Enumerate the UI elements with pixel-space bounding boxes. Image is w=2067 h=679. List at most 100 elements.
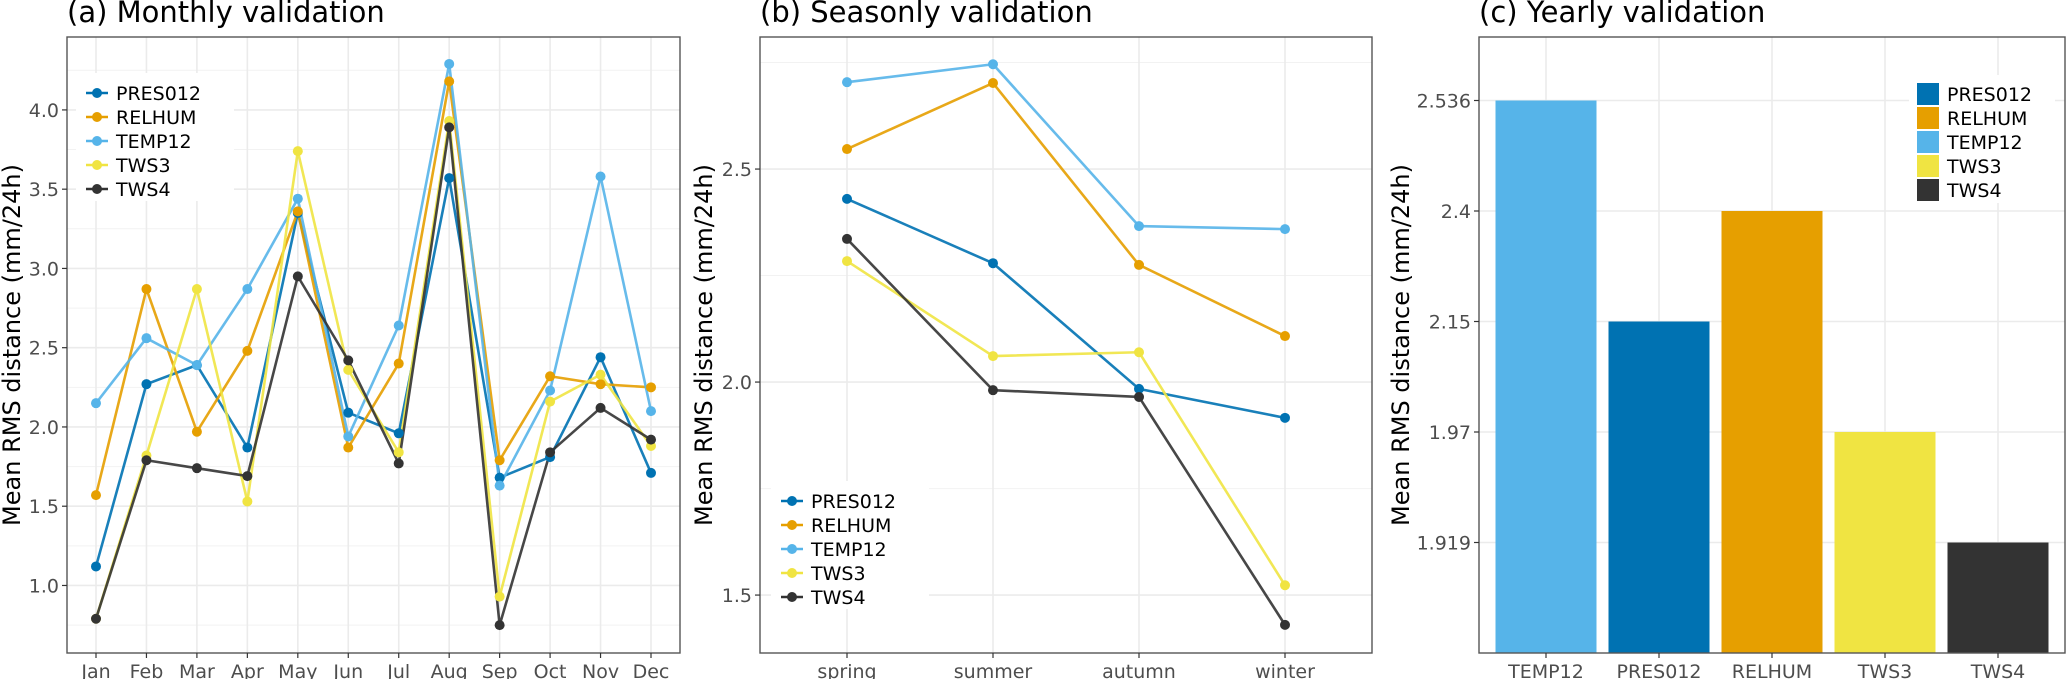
- grid: [67, 37, 680, 653]
- data-point-relhum: [595, 379, 606, 390]
- legend-background: [771, 481, 929, 609]
- legend-item-tws3: TWS3: [781, 563, 866, 585]
- data-point-temp12: [393, 320, 404, 331]
- panel-title-monthly: (a) Monthly validation: [67, 0, 385, 29]
- y-tick-label: 1.97: [1429, 422, 1471, 444]
- series-line-tws3: [846, 259, 1287, 586]
- legend-label: TWS3: [115, 155, 171, 177]
- data-point-tws4: [393, 458, 404, 469]
- data-point-tws4: [444, 122, 455, 133]
- data-point-tws3: [292, 146, 303, 157]
- legend-label: TEMP12: [810, 539, 887, 561]
- data-point-relhum: [646, 382, 656, 393]
- y-tick-label: 1.0: [29, 575, 59, 597]
- data-point-tws4: [842, 233, 852, 244]
- data-point-relhum: [988, 78, 998, 89]
- legend-color-swatch: [1917, 155, 1939, 177]
- data-point-temp12: [191, 360, 202, 371]
- data-point-relhum: [1134, 259, 1144, 270]
- y-tick-label: 4.0: [29, 100, 59, 122]
- legend-label: TWS3: [1946, 156, 2002, 178]
- legend-label: RELHUM: [116, 107, 196, 129]
- x-tick-label: autumn: [1102, 661, 1176, 679]
- data-point-tws4: [1134, 391, 1144, 402]
- legend-item-tws3: TWS3: [86, 155, 171, 177]
- data-point-relhum: [191, 426, 202, 437]
- data-point-tws3: [191, 284, 202, 295]
- data-point-temp12: [545, 385, 556, 396]
- y-tick-label: 2.5: [722, 159, 752, 181]
- y-tick-label: 1.5: [722, 585, 752, 607]
- data-point-tws3: [393, 447, 404, 458]
- legend-point-swatch: [787, 544, 797, 554]
- legend-label: TWS4: [1946, 180, 2002, 202]
- legend-item-tws4: TWS4: [86, 179, 171, 201]
- data-point-pres012: [595, 352, 606, 363]
- y-axis-ticks: 1.0 1.5 2.0 2.5 3.0 3.5 4.0: [29, 100, 67, 597]
- data-point-tws3: [595, 369, 606, 380]
- data-point-tws4: [595, 402, 606, 413]
- data-point-temp12: [292, 193, 303, 204]
- legend-item-relhum: RELHUM: [86, 107, 196, 129]
- legend-label: TWS4: [810, 587, 866, 609]
- y-axis-ticks: 1.5 2.0 2.5: [722, 159, 760, 607]
- legend-label: TEMP12: [1946, 132, 2023, 154]
- data-point-relhum: [343, 442, 354, 453]
- data-point-relhum: [494, 455, 505, 466]
- x-tick-label: summer: [954, 661, 1033, 679]
- data-point-tws4: [91, 613, 101, 624]
- data-point-pres012: [242, 442, 253, 453]
- legend-item-pres012: PRES012: [781, 491, 896, 513]
- data-point-tws3: [988, 351, 998, 362]
- data-point-pres012: [988, 258, 998, 269]
- legend-point-swatch: [92, 184, 102, 194]
- series-line-relhum: [846, 81, 1286, 338]
- legend-point-swatch: [92, 136, 102, 146]
- series-line-tws4: [94, 126, 652, 627]
- legend-item-temp12: TEMP12: [1917, 131, 2023, 154]
- legend-item-temp12: TEMP12: [86, 131, 192, 153]
- x-tick-label: TEMP12: [1507, 661, 1584, 679]
- data-point-temp12: [141, 333, 152, 344]
- x-tick-label: Jul: [386, 661, 410, 679]
- series-points: [842, 59, 1290, 630]
- bar-tws3: [1834, 432, 1936, 653]
- data-point-pres012: [1280, 412, 1290, 423]
- legend-item-tws4: TWS4: [781, 587, 866, 609]
- legend-item-relhum: RELHUM: [781, 515, 891, 537]
- x-tick-label: Nov: [582, 661, 619, 679]
- data-point-relhum: [1280, 331, 1290, 342]
- data-point-temp12: [646, 406, 656, 417]
- plot-frame: [66, 36, 681, 654]
- y-tick-label: 2.15: [1429, 312, 1471, 334]
- panel-title-yearly: (c) Yearly validation: [1479, 0, 1765, 29]
- x-tick-label: TWS3: [1857, 661, 1913, 679]
- data-point-tws4: [343, 355, 354, 366]
- legend-point-swatch: [92, 112, 102, 122]
- data-point-tws4: [191, 463, 202, 474]
- x-tick-label: May: [278, 661, 317, 679]
- x-tick-label: TWS4: [1970, 661, 2026, 679]
- legend-item-relhum: RELHUM: [1917, 107, 2027, 130]
- bar-pres012: [1608, 321, 1710, 653]
- y-axis-title: Mean RMS distance (mm/24h): [0, 164, 26, 526]
- data-point-temp12: [1134, 221, 1144, 232]
- data-point-tws4: [1280, 619, 1290, 630]
- legend-color-swatch: [1917, 131, 1939, 153]
- data-point-temp12: [242, 284, 253, 295]
- data-point-pres012: [494, 472, 505, 483]
- x-axis-ticks: TEMP12 PRES012 RELHUM TWS3 TWS4: [1507, 653, 2025, 679]
- legend-point-swatch: [92, 88, 102, 98]
- data-point-tws3: [545, 396, 556, 407]
- legend-color-swatch: [1917, 83, 1939, 105]
- data-point-pres012: [1134, 383, 1144, 394]
- series-line-tws4: [846, 238, 1287, 626]
- data-point-temp12: [842, 77, 852, 88]
- series-line-temp12: [94, 62, 653, 487]
- series-lines: [94, 62, 653, 627]
- legend-point-swatch: [787, 568, 797, 578]
- x-tick-label: winter: [1255, 661, 1315, 679]
